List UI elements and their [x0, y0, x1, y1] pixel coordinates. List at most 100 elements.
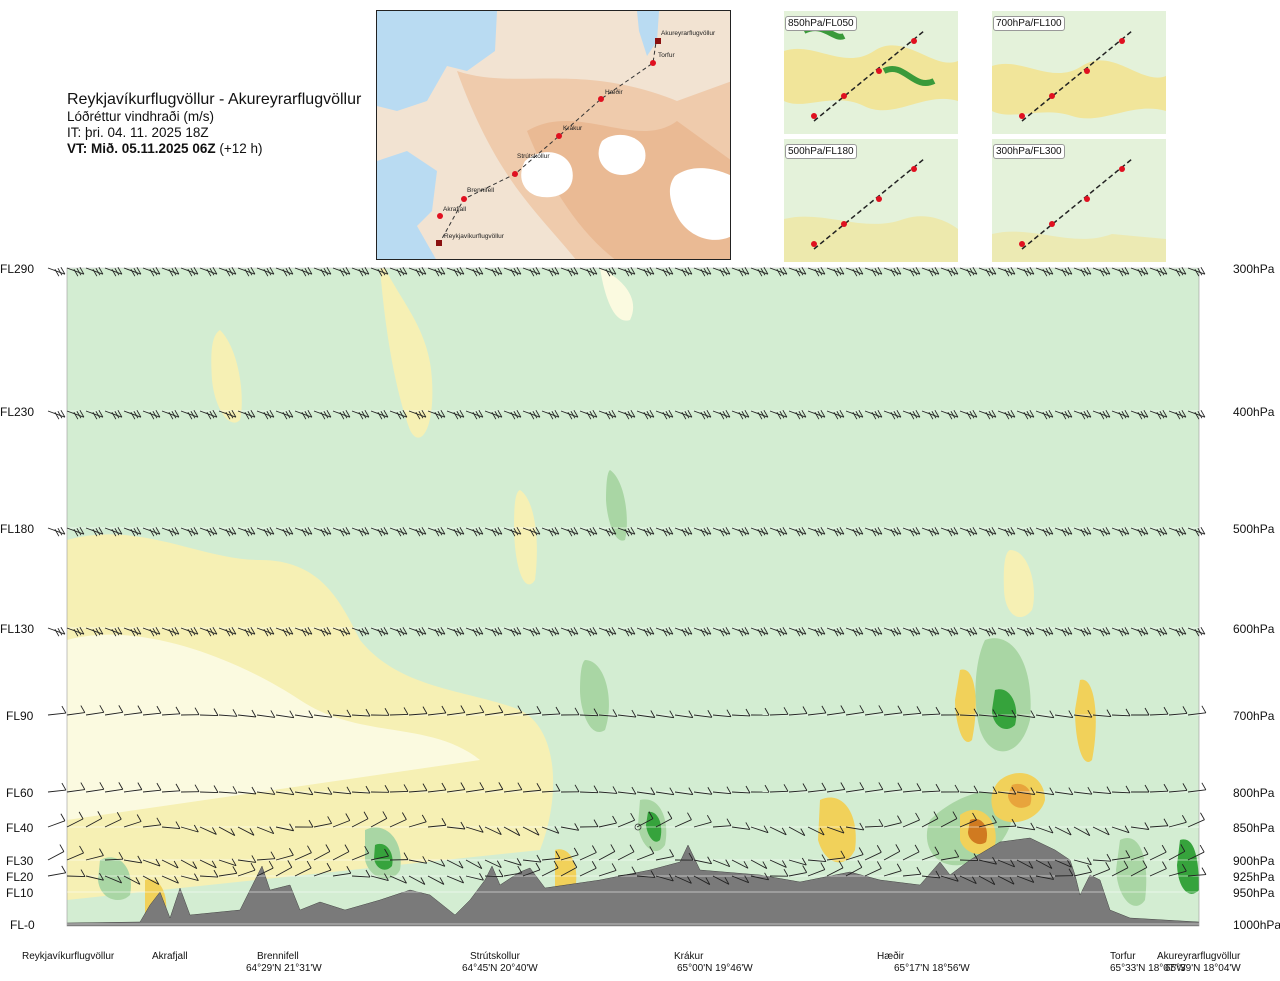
station-label: Strútskollur 64°45'N 20°40'W	[462, 951, 538, 975]
wind-barb	[465, 626, 484, 637]
wind-barb	[1187, 266, 1206, 277]
wind-barb	[275, 526, 294, 537]
wind-barb	[161, 409, 180, 420]
thumbnail-700hpa[interactable]: 700hPa/FL100	[992, 11, 1166, 134]
wind-barb	[921, 783, 941, 793]
wind-barb	[731, 708, 751, 717]
wind-barb	[1054, 266, 1073, 277]
wind-barb	[275, 787, 295, 796]
wind-barb	[1035, 626, 1054, 637]
wind-barb	[674, 875, 692, 884]
wind-barb	[1016, 526, 1035, 537]
wind-barb	[123, 705, 143, 716]
fl-label: FL90	[6, 709, 34, 723]
wind-barb	[465, 873, 484, 881]
wind-barb	[1130, 409, 1149, 420]
wind-barb	[617, 626, 636, 637]
wind-barb	[522, 862, 541, 877]
wind-barb	[503, 409, 522, 420]
wind-barb	[47, 844, 65, 861]
wind-barb	[997, 786, 1017, 795]
wind-barb	[769, 409, 788, 420]
wind-barb	[750, 784, 770, 793]
wind-barb	[1149, 783, 1169, 793]
wind-barb	[655, 526, 674, 537]
wind-barb	[351, 708, 371, 717]
wind-barb	[826, 850, 846, 861]
wind-barb	[237, 266, 256, 277]
pressure-label: 600hPa	[1233, 622, 1275, 636]
thumbnail-300hpa[interactable]: 300hPa/FL300	[992, 139, 1166, 262]
station-name: Hæðir	[877, 951, 905, 962]
pressure-label: 925hPa	[1233, 870, 1275, 884]
wind-barb	[1187, 409, 1206, 420]
wind-barb	[959, 708, 979, 717]
wind-barb	[1035, 526, 1054, 537]
wind-barb	[332, 409, 351, 420]
vertical-velocity-field	[67, 268, 1199, 926]
wind-barb	[807, 626, 826, 637]
wind-barb	[1054, 409, 1073, 420]
wind-barb	[123, 526, 142, 537]
thumbnail-500hpa[interactable]: 500hPa/FL180	[784, 139, 958, 262]
thumbnail-850hpa-map	[784, 11, 958, 134]
wind-barb	[693, 526, 712, 537]
wind-barb	[1054, 626, 1073, 637]
wind-barb	[218, 866, 238, 877]
thumbnail-850hpa[interactable]: 850hPa/FL050	[784, 11, 958, 134]
wind-barb	[85, 526, 104, 537]
wind-barb	[1092, 862, 1111, 877]
wind-barb	[750, 526, 769, 537]
wind-barb	[1149, 266, 1168, 277]
wind-barb	[655, 266, 674, 277]
wind-barb	[769, 826, 787, 836]
wind-barb	[1168, 863, 1187, 877]
wind-barb	[845, 822, 865, 831]
wind-barb	[180, 707, 200, 716]
wind-barb	[104, 626, 123, 637]
wind-barb	[940, 707, 960, 716]
wind-barb	[66, 845, 84, 861]
wind-barb	[123, 814, 142, 828]
wind-barb	[484, 526, 503, 537]
wind-barb	[579, 819, 599, 828]
wind-barb	[883, 815, 902, 828]
issue-time: IT: þri. 04. 11. 2025 18Z	[67, 125, 209, 140]
wind-barb	[123, 409, 142, 420]
wind-barb	[731, 822, 751, 830]
wind-barb	[617, 709, 637, 718]
wind-barb	[85, 872, 104, 881]
wind-barb	[161, 859, 179, 869]
wind-barb	[161, 626, 180, 637]
wind-barb	[864, 705, 884, 716]
wind-barb	[997, 266, 1016, 277]
wind-barb	[1149, 526, 1168, 537]
wind-barb	[237, 786, 257, 795]
wind-barb	[1073, 786, 1093, 795]
wind-barb	[807, 526, 826, 537]
wind-barb	[66, 782, 86, 793]
wind-barb	[275, 823, 294, 832]
wind-barb	[1092, 526, 1111, 537]
wind-barb	[85, 848, 104, 861]
wind-barb	[484, 626, 503, 637]
wind-barb	[712, 409, 731, 420]
wind-barb	[408, 814, 427, 828]
wind-barb	[294, 626, 313, 637]
thumbnail-500hpa-map	[784, 139, 958, 262]
wind-barb	[66, 526, 85, 537]
wind-barb	[104, 875, 123, 884]
wind-barb	[617, 786, 637, 795]
wind-barb	[446, 875, 464, 884]
wind-barb	[1054, 787, 1074, 796]
wind-barb	[484, 859, 502, 869]
wind-barb	[484, 409, 503, 420]
wind-barb	[465, 266, 484, 277]
wind-barb	[731, 626, 750, 637]
map-label-akrafjall: Akrafjall	[443, 206, 467, 213]
wind-barb	[389, 784, 409, 793]
wind-barb	[750, 266, 769, 277]
wind-barb	[142, 858, 161, 867]
wind-barb	[332, 526, 351, 537]
wind-barb	[294, 819, 314, 828]
